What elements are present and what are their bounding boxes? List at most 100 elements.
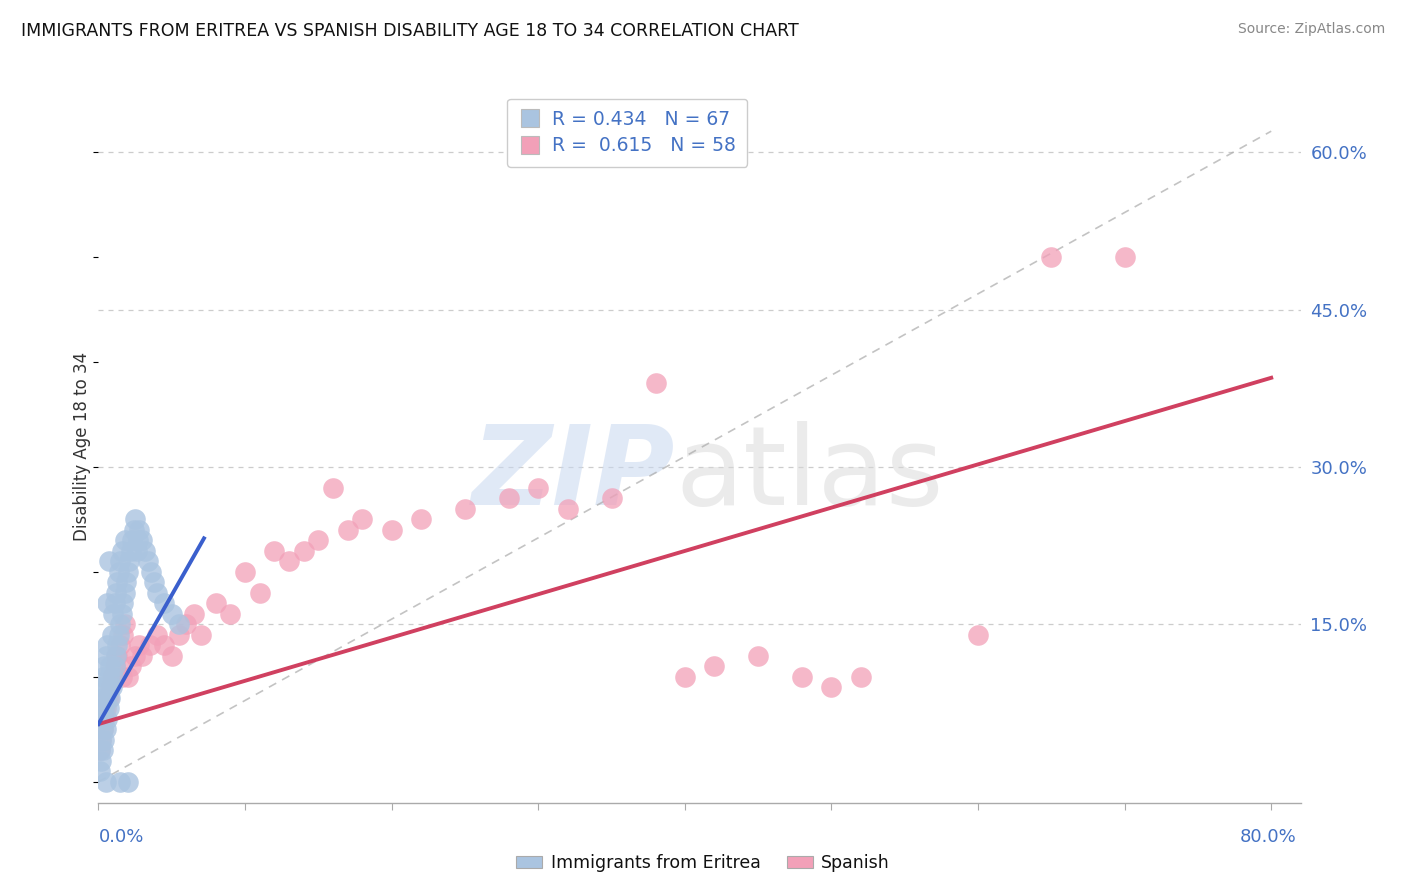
- Point: [93, 659, 115, 673]
- Point: [96, 690, 118, 705]
- Point: [118, 554, 141, 568]
- Point: [89, 743, 111, 757]
- Point: [153, 639, 176, 653]
- Point: [94, 774, 117, 789]
- Point: [124, 512, 146, 526]
- Point: [381, 523, 404, 537]
- Point: [120, 659, 142, 673]
- Point: [849, 670, 872, 684]
- Point: [105, 586, 128, 600]
- Point: [103, 596, 125, 610]
- Point: [94, 723, 117, 737]
- Y-axis label: Disability Age 18 to 34: Disability Age 18 to 34: [73, 351, 91, 541]
- Point: [108, 565, 131, 579]
- Point: [111, 544, 134, 558]
- Text: IMMIGRANTS FROM ERITREA VS SPANISH DISABILITY AGE 18 TO 34 CORRELATION CHART: IMMIGRANTS FROM ERITREA VS SPANISH DISAB…: [21, 22, 799, 40]
- Text: 0.0%: 0.0%: [98, 828, 143, 846]
- Point: [91, 670, 114, 684]
- Point: [167, 628, 190, 642]
- Point: [127, 533, 149, 548]
- Point: [134, 544, 156, 558]
- Point: [128, 523, 150, 537]
- Point: [454, 502, 477, 516]
- Point: [146, 586, 169, 600]
- Point: [263, 544, 285, 558]
- Point: [100, 628, 122, 642]
- Point: [91, 723, 114, 737]
- Point: [107, 639, 129, 653]
- Point: [219, 607, 242, 621]
- Point: [96, 596, 118, 610]
- Point: [128, 639, 150, 653]
- Point: [96, 712, 118, 726]
- Point: [96, 639, 118, 653]
- Point: [600, 491, 623, 506]
- Point: [101, 670, 124, 684]
- Point: [1040, 250, 1063, 264]
- Point: [114, 586, 136, 600]
- Point: [160, 607, 183, 621]
- Text: Source: ZipAtlas.com: Source: ZipAtlas.com: [1237, 22, 1385, 37]
- Point: [98, 681, 121, 695]
- Point: [97, 670, 120, 684]
- Point: [820, 681, 842, 695]
- Point: [409, 512, 432, 526]
- Point: [103, 659, 125, 673]
- Point: [96, 681, 118, 695]
- Point: [292, 544, 315, 558]
- Point: [249, 586, 271, 600]
- Point: [93, 712, 115, 726]
- Point: [110, 617, 132, 632]
- Point: [117, 565, 139, 579]
- Point: [322, 481, 344, 495]
- Point: [98, 659, 121, 673]
- Point: [97, 701, 120, 715]
- Point: [117, 670, 139, 684]
- Text: ZIP: ZIP: [472, 421, 675, 528]
- Point: [105, 648, 128, 663]
- Point: [136, 554, 159, 568]
- Point: [120, 544, 142, 558]
- Legend: Immigrants from Eritrea, Spanish: Immigrants from Eritrea, Spanish: [509, 847, 897, 879]
- Point: [97, 690, 120, 705]
- Point: [190, 628, 212, 642]
- Point: [91, 743, 114, 757]
- Point: [93, 732, 115, 747]
- Point: [89, 764, 111, 779]
- Point: [89, 743, 111, 757]
- Point: [100, 681, 122, 695]
- Point: [90, 701, 112, 715]
- Point: [498, 491, 520, 506]
- Point: [1114, 250, 1136, 264]
- Point: [90, 732, 112, 747]
- Point: [352, 512, 374, 526]
- Point: [103, 659, 125, 673]
- Text: 80.0%: 80.0%: [1240, 828, 1296, 846]
- Point: [94, 701, 117, 715]
- Point: [160, 648, 183, 663]
- Point: [90, 754, 112, 768]
- Point: [141, 565, 163, 579]
- Point: [94, 690, 117, 705]
- Point: [110, 639, 132, 653]
- Point: [105, 648, 128, 663]
- Point: [111, 607, 134, 621]
- Point: [121, 533, 143, 548]
- Point: [98, 690, 121, 705]
- Point: [336, 523, 359, 537]
- Point: [153, 596, 176, 610]
- Legend: R = 0.434   N = 67, R =  0.615   N = 58: R = 0.434 N = 67, R = 0.615 N = 58: [508, 99, 748, 167]
- Point: [100, 670, 122, 684]
- Point: [307, 533, 329, 548]
- Point: [790, 670, 813, 684]
- Point: [673, 670, 696, 684]
- Point: [183, 607, 205, 621]
- Point: [644, 376, 666, 390]
- Point: [90, 732, 112, 747]
- Point: [176, 617, 198, 632]
- Point: [91, 723, 114, 737]
- Point: [112, 596, 135, 610]
- Point: [527, 481, 550, 495]
- Point: [93, 701, 115, 715]
- Point: [94, 648, 117, 663]
